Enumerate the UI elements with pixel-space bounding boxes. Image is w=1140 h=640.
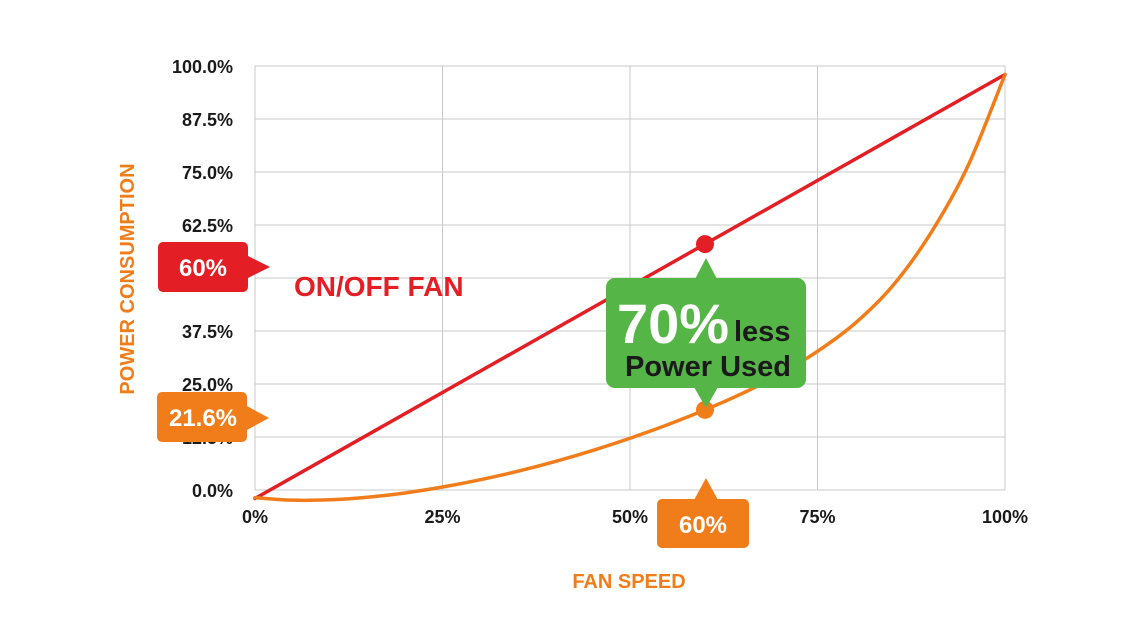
y-tick-label: 0.0%: [192, 481, 233, 501]
y-tick-label: 25.0%: [182, 375, 233, 395]
red-callout-label: 60%: [179, 255, 227, 282]
y-tick-label: 75.0%: [182, 163, 233, 183]
y-axis-title: POWER CONSUMPTION: [117, 163, 139, 394]
savings-less: less: [734, 316, 790, 348]
savings-power-used: Power Used: [625, 351, 791, 383]
savings-percent: 70%: [617, 292, 729, 355]
x-tick-label: 50%: [612, 507, 648, 527]
orange-value-callout: 21.6%: [157, 392, 269, 442]
x-callout-label: 60%: [679, 512, 727, 539]
series-label-on-off-fan: ON/OFF FAN: [294, 271, 464, 302]
x-tick-label: 75%: [799, 507, 835, 527]
marker-variable-fan-point: [696, 400, 714, 419]
x-value-callout: 60%: [657, 478, 749, 548]
y-tick-label: 87.5%: [182, 110, 233, 130]
x-axis-title: FAN SPEED: [572, 571, 685, 593]
y-tick-label: 37.5%: [182, 322, 233, 342]
markers: [696, 235, 714, 419]
marker-on-off-fan-point: [696, 235, 714, 254]
series-line-variable-fan: [253, 72, 1007, 503]
y-tick-label: 62.5%: [182, 216, 233, 236]
orange-callout-label: 21.6%: [169, 405, 237, 432]
savings-callout: 70% less Power Used: [606, 258, 806, 408]
y-tick-label: 100.0%: [172, 57, 233, 77]
x-tick-label: 25%: [424, 507, 460, 527]
x-axis-ticks: 0% 25% 50% 75% 100%: [242, 507, 1028, 527]
x-tick-label: 100%: [982, 507, 1028, 527]
red-value-callout: 60%: [158, 242, 270, 292]
x-tick-label: 0%: [242, 507, 268, 527]
